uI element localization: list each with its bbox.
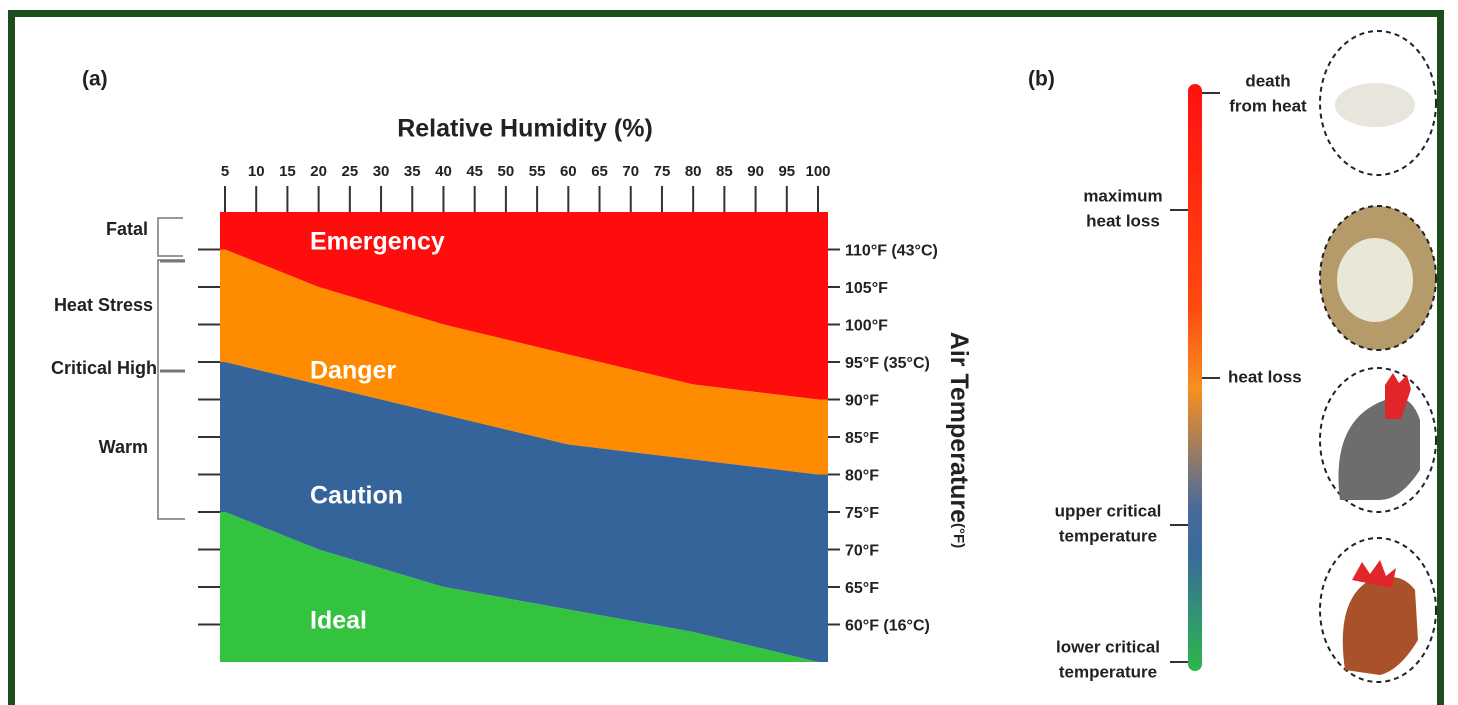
bracket <box>158 260 185 519</box>
x-tick-label: 20 <box>310 163 327 180</box>
level-label: temperature <box>1059 662 1157 681</box>
x-tick-label: 75 <box>654 163 671 180</box>
x-tick-label: 70 <box>622 163 639 180</box>
zone-label: Danger <box>310 357 396 385</box>
thermometer <box>1188 84 1202 671</box>
y-title-text: Air Temperature <box>945 332 973 523</box>
bracket <box>158 218 183 256</box>
zone-label: Caution <box>310 482 403 510</box>
x-tick-label: 55 <box>529 163 546 180</box>
x-tick-label: 5 <box>221 163 229 180</box>
x-tick-label: 85 <box>716 163 733 180</box>
x-tick-label: 50 <box>498 163 515 180</box>
y-tick-label: 60°F (16°C) <box>845 618 930 635</box>
y-tick-label: 105°F <box>845 280 888 297</box>
level-label: heat loss <box>1086 211 1160 230</box>
x-tick-label: 45 <box>466 163 483 180</box>
zone-label: Emergency <box>310 228 445 256</box>
y-tick-label: 100°F <box>845 318 888 335</box>
x-tick-label: 25 <box>341 163 358 180</box>
bracket-label: Fatal <box>106 219 148 239</box>
y-tick-label: 85°F <box>845 430 879 447</box>
y-tick-label: 70°F <box>845 543 879 560</box>
y-tick-label: 95°F (35°C) <box>845 355 930 372</box>
chicken <box>1335 83 1415 127</box>
bracket-label: Warm <box>99 437 148 457</box>
bracket-label: Critical High <box>51 358 157 378</box>
x-tick-label: 35 <box>404 163 421 180</box>
x-tick-label: 30 <box>373 163 390 180</box>
page: (a) Relative Humidity (%) Emergency Dange… <box>0 0 1458 705</box>
x-tick-label: 95 <box>778 163 795 180</box>
level-label: maximum <box>1083 186 1162 205</box>
level-label: heat loss <box>1228 367 1302 386</box>
x-title: Relative Humidity (%) <box>397 115 653 143</box>
x-tick-label: 15 <box>279 163 296 180</box>
level-label: death <box>1245 71 1290 90</box>
x-tick-label: 40 <box>435 163 452 180</box>
x-tick-label: 100 <box>805 163 830 180</box>
x-tick-label: 10 <box>248 163 265 180</box>
y-title-unit: (°F) <box>950 523 967 548</box>
level-label: from heat <box>1229 96 1307 115</box>
x-tick-label: 65 <box>591 163 608 180</box>
panel-label: (b) <box>1028 68 1055 91</box>
plot: Emergency Danger Caution Ideal 5 10 15 20 25 30 35… <box>198 163 938 662</box>
x-tick-label: 80 <box>685 163 702 180</box>
level-label: lower critical <box>1056 637 1160 656</box>
level-label: temperature <box>1059 526 1157 545</box>
figure: (a) Relative Humidity (%) Emergency Dange… <box>0 0 1458 705</box>
panel-label: (a) <box>82 68 108 91</box>
x-tick-label: 90 <box>747 163 764 180</box>
y-tick-label: 90°F <box>845 393 879 410</box>
bracket-label: Heat Stress <box>54 295 153 315</box>
y-tick-label: 65°F <box>845 580 879 597</box>
chicken <box>1337 238 1413 322</box>
brackets <box>158 218 185 519</box>
y-tick-label: 75°F <box>845 505 879 522</box>
x-tick-label: 60 <box>560 163 577 180</box>
y-title: Air Temperature(°F) <box>945 332 973 548</box>
levels: death from heat maximum heat loss heat loss u… <box>1055 71 1307 681</box>
zone-label: Ideal <box>310 607 367 635</box>
level-label: upper critical <box>1055 501 1162 520</box>
y-tick-label: 80°F <box>845 468 879 485</box>
y-tick-label: 110°F (43°C) <box>845 243 938 260</box>
